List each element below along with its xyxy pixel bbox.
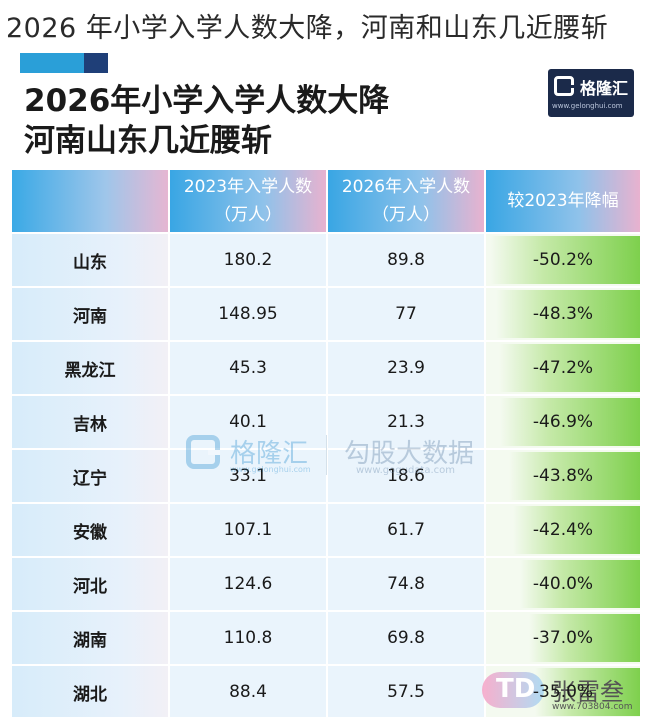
decline-value: -50.2%	[532, 250, 594, 270]
decline-bar	[509, 452, 640, 500]
infographic-card: 2026年小学入学人数大降 河南山东几近腰斩 格隆汇 www.gelonghui…	[10, 53, 642, 717]
header-2026: 2026年入学人数 （万人）	[328, 170, 484, 232]
table-row: 黑龙江 45.3 23.9 -47.2%	[12, 342, 640, 394]
logo-g-icon	[554, 76, 574, 96]
header-change: 较2023年降幅	[486, 170, 640, 232]
decline-cell: -37.0%	[486, 612, 640, 664]
province-cell: 辽宁	[12, 450, 168, 502]
decline-cell: -40.0%	[486, 558, 640, 610]
decline-value: -46.9%	[532, 412, 594, 432]
decline-value: -35.0%	[532, 682, 594, 702]
table-row: 河南 148.95 77 -48.3%	[12, 288, 640, 340]
decline-cell: -42.4%	[486, 504, 640, 556]
accent-bar-dark	[84, 53, 108, 73]
decline-bar	[500, 398, 640, 446]
header-2023: 2023年入学人数 （万人）	[170, 170, 326, 232]
decline-bar	[535, 668, 640, 716]
enrollment-2026-cell: 57.5	[328, 666, 484, 717]
title-line-2: 河南山东几近腰斩	[24, 123, 272, 159]
decline-bar	[496, 290, 640, 338]
corner-url: www.703804.com	[552, 702, 633, 712]
enrollment-2026-cell: 74.8	[328, 558, 484, 610]
center-watermark: 格隆汇 www.gelonghui.com 勾股大数据 www.gogudata…	[186, 431, 506, 491]
province-cell: 河北	[12, 558, 168, 610]
table-row: 辽宁 33.1 18.6 -43.8%	[12, 450, 640, 502]
table-row: 吉林 40.1 21.3 -46.9%	[12, 396, 640, 448]
header-2026-label: 2026年入学人数	[341, 177, 471, 197]
watermark-divider	[326, 435, 327, 475]
decline-bar	[529, 614, 640, 662]
header-province	[12, 170, 168, 232]
province-cell: 湖北	[12, 666, 168, 717]
province-cell: 吉林	[12, 396, 168, 448]
table-row: 湖南 110.8 69.8 -37.0%	[12, 612, 640, 664]
decline-value: -42.4%	[532, 520, 594, 540]
table-row: 山东 180.2 89.8 -50.2%	[12, 234, 640, 286]
decline-bar	[490, 236, 640, 284]
corner-logo-text: TD	[496, 674, 536, 704]
province-cell: 安徽	[12, 504, 168, 556]
enrollment-2026-cell: 23.9	[328, 342, 484, 394]
header-2023-unit: （万人）	[214, 205, 282, 225]
enrollment-2026-cell: 61.7	[328, 504, 484, 556]
logo-url: www.gelonghui.com	[552, 102, 623, 110]
watermark-brand-url: www.gelonghui.com	[230, 465, 311, 474]
headline: 2026 年小学入学人数大降，河南和山东几近腰斩	[6, 13, 609, 44]
watermark-source-url: www.gogudata.com	[356, 465, 456, 476]
watermark-g-icon	[186, 435, 220, 469]
enrollment-2023-cell: 124.6	[170, 558, 326, 610]
corner-watermark: TD 张雷叁 www.703804.com	[482, 670, 652, 717]
province-cell: 山东	[12, 234, 168, 286]
decline-bar	[499, 344, 640, 392]
decline-value: -40.0%	[532, 574, 594, 594]
header-2026-unit: （万人）	[372, 205, 440, 225]
enrollment-2026-cell: 18.6	[328, 450, 484, 502]
table-row: 湖北 88.4 57.5 -35.0%	[12, 666, 640, 717]
enrollment-2026-cell: 69.8	[328, 612, 484, 664]
decline-value: -48.3%	[532, 304, 594, 324]
decline-cell: -48.3%	[486, 288, 640, 340]
decline-value: -47.2%	[532, 358, 594, 378]
enrollment-2023-cell: 40.1	[170, 396, 326, 448]
watermark-brand: 格隆汇	[230, 439, 309, 469]
enrollment-2023-cell: 107.1	[170, 504, 326, 556]
table-row: 河北 124.6 74.8 -40.0%	[12, 558, 640, 610]
table-row: 安徽 107.1 61.7 -42.4%	[12, 504, 640, 556]
enrollment-2023-cell: 110.8	[170, 612, 326, 664]
header-change-label: 较2023年降幅	[507, 191, 619, 211]
decline-value: -43.8%	[532, 466, 594, 486]
decline-cell: -50.2%	[486, 234, 640, 286]
table-header: 2023年入学人数 （万人） 2026年入学人数 （万人） 较2023年降幅	[12, 170, 640, 232]
decline-cell: -47.2%	[486, 342, 640, 394]
infographic-title: 2026年小学入学人数大降 河南山东几近腰斩	[24, 81, 389, 161]
enrollment-2023-cell: 45.3	[170, 342, 326, 394]
decline-value: -37.0%	[532, 628, 594, 648]
province-cell: 黑龙江	[12, 342, 168, 394]
enrollment-2023-cell: 33.1	[170, 450, 326, 502]
decline-bar	[520, 560, 640, 608]
enrollment-2023-cell: 180.2	[170, 234, 326, 286]
logo-name: 格隆汇	[580, 79, 629, 98]
watermark-source: 勾股大数据	[344, 439, 475, 469]
decline-cell: -43.8%	[486, 450, 640, 502]
corner-logo-badge	[482, 672, 544, 708]
enrollment-2026-cell: 77	[328, 288, 484, 340]
enrollment-2026-cell: 21.3	[328, 396, 484, 448]
decline-bar	[513, 506, 640, 554]
header-2023-label: 2023年入学人数	[183, 177, 313, 197]
corner-name: 张雷叁	[552, 678, 624, 706]
province-cell: 河南	[12, 288, 168, 340]
province-cell: 湖南	[12, 612, 168, 664]
title-line-1: 2026年小学入学人数大降	[24, 83, 390, 119]
decline-cell: -46.9%	[486, 396, 640, 448]
enrollment-2023-cell: 148.95	[170, 288, 326, 340]
enrollment-2026-cell: 89.8	[328, 234, 484, 286]
gelonghui-logo: 格隆汇 www.gelonghui.com	[548, 69, 634, 117]
enrollment-2023-cell: 88.4	[170, 666, 326, 717]
